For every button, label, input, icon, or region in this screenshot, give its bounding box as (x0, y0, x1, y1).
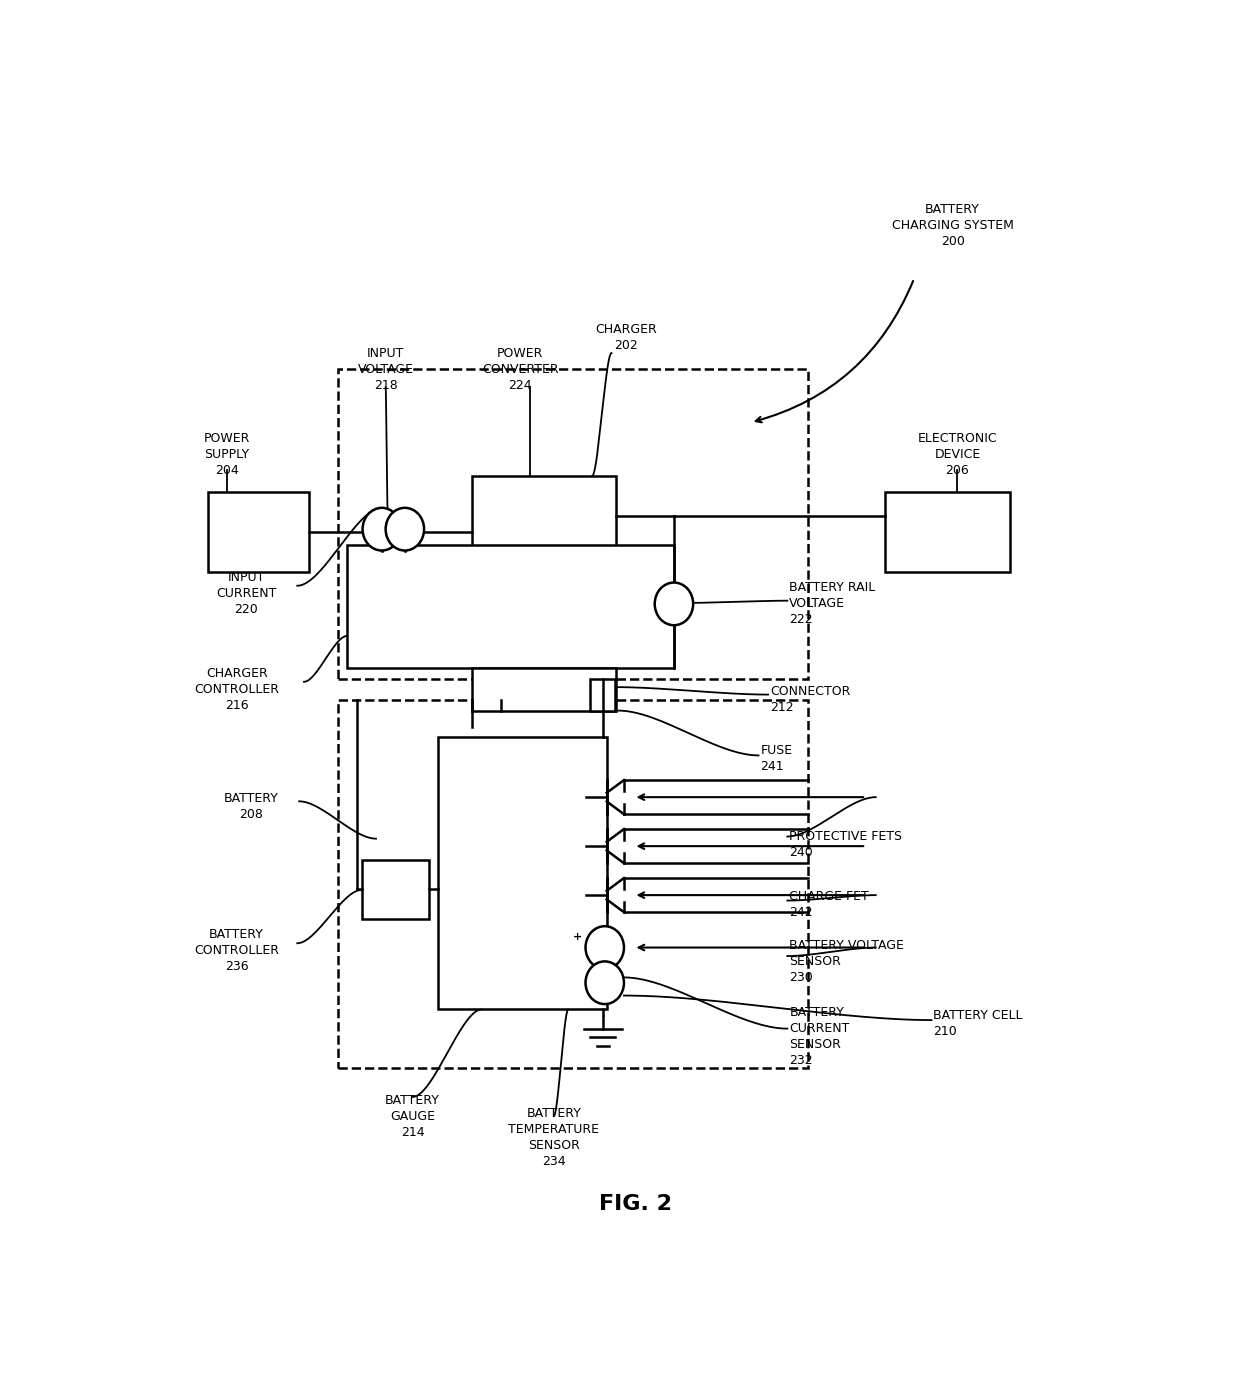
Text: BATTERY CELL
210: BATTERY CELL 210 (934, 1009, 1023, 1038)
Text: FUSE
241: FUSE 241 (760, 744, 792, 773)
Bar (208, 492, 309, 572)
Text: BATTERY
CURRENT
SENSOR
232: BATTERY CURRENT SENSOR 232 (789, 1006, 849, 1067)
Text: INPUT
CURRENT
220: INPUT CURRENT 220 (216, 571, 277, 615)
Bar (590, 679, 615, 711)
Bar (472, 668, 616, 711)
Text: POWER
SUPPLY
204: POWER SUPPLY 204 (203, 432, 250, 477)
Text: PROTECTIVE FETS
240: PROTECTIVE FETS 240 (789, 829, 903, 858)
Bar (347, 545, 675, 668)
Text: ELECTRONIC
DEVICE
206: ELECTRONIC DEVICE 206 (918, 432, 997, 477)
Text: BATTERY
208: BATTERY 208 (223, 793, 279, 821)
Text: BATTERY
CONTROLLER
236: BATTERY CONTROLLER 236 (195, 929, 279, 973)
Text: INPUT
VOLTAGE
218: INPUT VOLTAGE 218 (357, 346, 414, 392)
Text: BATTERY RAIL
VOLTAGE
222: BATTERY RAIL VOLTAGE 222 (789, 581, 875, 626)
Circle shape (585, 926, 624, 969)
Text: CONNECTOR
212: CONNECTOR 212 (770, 686, 851, 714)
Bar (439, 737, 606, 1009)
Text: BATTERY VOLTAGE
SENSOR
230: BATTERY VOLTAGE SENSOR 230 (789, 938, 904, 984)
Bar (337, 369, 808, 679)
Text: FIG. 2: FIG. 2 (599, 1193, 672, 1214)
Text: BATTERY
GAUGE
214: BATTERY GAUGE 214 (386, 1094, 440, 1139)
Bar (885, 492, 1011, 572)
Bar (472, 475, 616, 556)
Text: CHARGE FET
242: CHARGE FET 242 (789, 890, 869, 919)
Circle shape (362, 507, 401, 550)
Circle shape (585, 962, 624, 1003)
Text: BATTERY
CHARGING SYSTEM
200: BATTERY CHARGING SYSTEM 200 (892, 202, 1013, 248)
Text: POWER
CONVERTER
224: POWER CONVERTER 224 (482, 346, 558, 392)
Bar (337, 700, 808, 1069)
Circle shape (655, 582, 693, 625)
Text: BATTERY
TEMPERATURE
SENSOR
234: BATTERY TEMPERATURE SENSOR 234 (508, 1107, 599, 1168)
Bar (362, 859, 429, 919)
Text: CHARGER
CONTROLLER
216: CHARGER CONTROLLER 216 (195, 667, 279, 712)
Circle shape (386, 507, 424, 550)
Text: CHARGER
202: CHARGER 202 (595, 323, 657, 352)
Text: +: + (573, 931, 583, 942)
